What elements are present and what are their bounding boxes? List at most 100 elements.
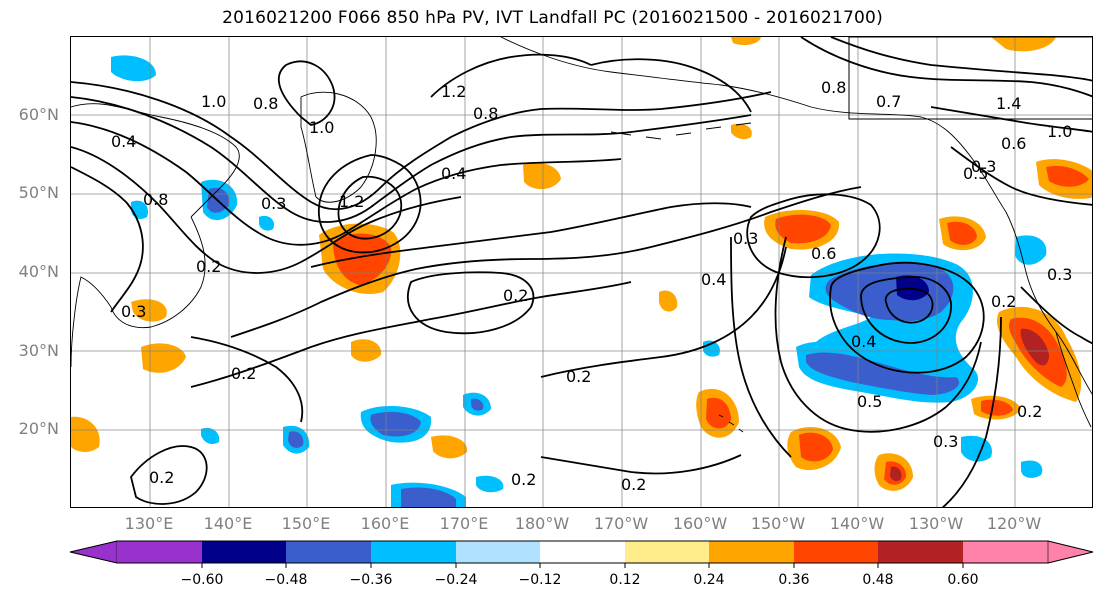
contour-label: 0.3 — [121, 302, 146, 321]
pv-fill-blue-small-1 — [201, 427, 220, 445]
contour-label: 0.6 — [1001, 134, 1026, 153]
contour-29 — [430, 53, 592, 98]
colorbar-outline — [69, 540, 1094, 564]
contour-6 — [318, 154, 422, 254]
coast-japan — [110, 216, 206, 329]
pv-fill-east-red — [981, 399, 1013, 416]
lat-label-60n: 60°N — [18, 105, 59, 124]
lon-label-130e: 130°E — [124, 514, 174, 533]
pv-fill-mid-blue-dark-3 — [401, 487, 456, 507]
contour-label: 0.2 — [511, 470, 536, 489]
contour-25 — [950, 146, 1092, 206]
contour-11 — [407, 271, 535, 335]
pv-fill-bc-red — [947, 221, 977, 245]
colorbar-seg-7 — [625, 541, 709, 563]
contour-4 — [71, 146, 462, 274]
contour-label: 1.0 — [309, 118, 334, 137]
contour-label: 1.2 — [441, 82, 466, 101]
contour-2 — [71, 96, 752, 223]
contour-label: 0.2 — [231, 364, 256, 383]
ivt-contours — [71, 37, 1092, 507]
contour-label: 0.8 — [473, 104, 498, 123]
colorbar-seg-6 — [540, 541, 625, 563]
lat-label-30n: 30°N — [18, 341, 59, 360]
contour-label: 0.2 — [991, 292, 1016, 311]
pv-fill-mid-orange-4 — [659, 290, 678, 312]
lon-label-160w: 160°W — [672, 514, 728, 533]
pv-fill-mid-orange-1 — [523, 162, 561, 190]
lat-label-40n: 40°N — [18, 262, 59, 281]
region-box — [848, 37, 1092, 120]
colorbar-tick-label: −0.48 — [264, 572, 308, 588]
coast-korea-china — [71, 276, 112, 368]
contour-26 — [1020, 286, 1092, 345]
pv-fill-blue-small-2 — [703, 340, 720, 357]
contour-label: 0.2 — [1017, 402, 1042, 421]
contour-label: 1.2 — [339, 192, 364, 211]
pv-fill-gulf-red — [775, 214, 831, 244]
graticule — [71, 37, 1092, 507]
pv-fill-top-orange-1 — [991, 37, 1056, 52]
contour-label: 0.4 — [851, 332, 876, 351]
contour-14 — [829, 261, 985, 374]
pv-fill-california-core — [1020, 328, 1049, 366]
contour-19 — [540, 454, 742, 475]
contour-label: 1.4 — [996, 94, 1021, 113]
contour-label: 0.3 — [261, 194, 286, 213]
contour-21 — [71, 166, 144, 313]
contour-23 — [830, 37, 1092, 82]
colorbar-tick-label: 0.24 — [693, 572, 725, 588]
contour-label: 0.5 — [857, 392, 882, 411]
pv-fill-mid-blue-dark-4 — [471, 398, 484, 411]
colorbar-seg-5 — [456, 541, 540, 563]
colorbar-tick-label: 0.36 — [778, 572, 810, 588]
contour-9 — [230, 186, 862, 338]
colorbar-seg-11 — [963, 541, 1048, 563]
lon-label-150e: 150°E — [281, 514, 331, 533]
lon-label-120w: 120°W — [986, 514, 1042, 533]
contour-16 — [884, 287, 934, 324]
contour-label: 0.2 — [566, 367, 591, 386]
contour-label: 0.4 — [111, 132, 136, 151]
lat-label-20n: 20°N — [18, 419, 59, 438]
map-canvas: 1.0 0.8 1.0 0.8 1.2 0.8 0.4 0.8 0.7 1.4 … — [71, 37, 1092, 507]
contour-5 — [277, 60, 336, 126]
pv-fill-west-orange — [71, 416, 100, 452]
colorbar-tick-label: −0.60 — [180, 572, 224, 588]
lon-label-150w: 150°W — [750, 514, 806, 533]
pv-fill-hawaii-red — [706, 397, 731, 429]
contour-15 — [860, 276, 952, 344]
map-title: 2016021200 F066 850 hPa PV, IVT Landfall… — [222, 8, 883, 28]
pv-fill-south-core — [890, 466, 902, 482]
contour-label: 0.3 — [1047, 265, 1072, 284]
colorbar-seg-3 — [286, 541, 371, 563]
colorbar-seg-4 — [371, 541, 456, 563]
contour-7 — [337, 175, 403, 240]
pv-fill-top-orange-2 — [731, 37, 761, 45]
contour-20 — [130, 445, 208, 505]
coast-alaska — [500, 37, 1007, 213]
contour-label: 0.5 — [963, 164, 988, 183]
contour-18 — [730, 236, 792, 458]
coast-kamchatka — [300, 91, 377, 203]
contour-label: 0.4 — [701, 270, 726, 289]
pv-fill-aleutian-low-core — [896, 275, 929, 301]
lon-label-170e: 170°E — [439, 514, 489, 533]
contour-label: 0.6 — [811, 244, 836, 263]
contour-label: 0.2 — [149, 468, 174, 487]
pv-fill-east-blue-3 — [1021, 460, 1043, 478]
contour-labels: 1.0 0.8 1.0 0.8 1.2 0.8 0.4 0.8 0.7 1.4 … — [111, 78, 1072, 494]
contour-label: 1.0 — [201, 92, 226, 111]
contour-30 — [590, 58, 752, 113]
pv-fill-south-band-mid — [806, 352, 960, 395]
pv-fill-blue-small-3 — [259, 215, 275, 231]
contour-27 — [941, 316, 1002, 507]
pv-fill-top-orange-3 — [731, 123, 752, 140]
pv-fill-mid-orange-3 — [431, 435, 468, 459]
pv-fill-mid-blue-dark-2 — [288, 431, 304, 448]
contour-label: 0.7 — [876, 92, 901, 111]
lon-label-140e: 140°E — [203, 514, 253, 533]
colorbar-tick-label: −0.36 — [349, 572, 393, 588]
lat-label-50n: 50°N — [18, 183, 59, 202]
